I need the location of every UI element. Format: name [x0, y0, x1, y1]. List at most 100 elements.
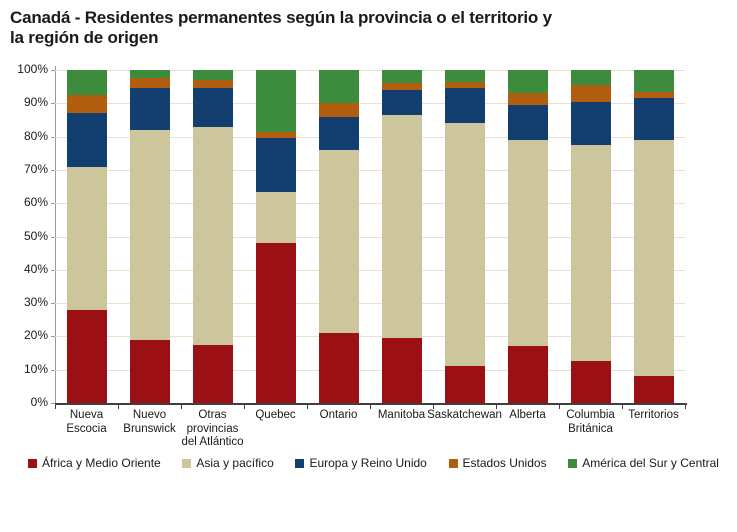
gridline — [55, 169, 685, 171]
bar-segment — [255, 70, 296, 132]
bar-segment — [255, 138, 296, 192]
bar-segment — [129, 88, 170, 130]
y-axis-tick-label: 60% — [23, 195, 48, 210]
x-axis-tick — [370, 405, 371, 409]
gridline — [55, 70, 685, 71]
bar-alberta — [507, 70, 548, 403]
gridline — [55, 203, 685, 205]
bar-manitoba — [381, 70, 422, 403]
x-axis-tick — [622, 405, 623, 409]
gridline — [55, 269, 685, 271]
x-axis-tick — [118, 405, 119, 409]
bar-segment — [66, 113, 107, 167]
bar-segment — [381, 114, 422, 339]
x-axis-category-label: Alberta — [509, 409, 546, 421]
legend-label: África y Medio Oriente — [42, 456, 161, 470]
y-axis-tick-label: 50% — [23, 228, 48, 243]
legend-swatch-icon — [568, 458, 578, 468]
bar-segment — [129, 70, 170, 79]
bar-segment — [255, 191, 296, 244]
bar-segment — [66, 309, 107, 403]
bar-columbia-britanica — [570, 70, 611, 403]
x-axis-tick — [496, 405, 497, 409]
bar-nuevo-brunswick — [129, 70, 170, 403]
bar-segment — [570, 361, 611, 403]
bar-segment — [507, 70, 548, 94]
bar-segment — [633, 98, 674, 140]
gridline — [55, 136, 685, 138]
bar-segment — [192, 126, 233, 345]
y-axis-tick — [51, 336, 55, 338]
x-axis-category-label: Ontario — [319, 409, 358, 421]
bar-segment — [381, 70, 422, 84]
y-axis-tick-label: 80% — [23, 128, 48, 143]
x-axis-tick — [559, 405, 560, 409]
bar-segment — [444, 366, 485, 403]
y-axis-tick-label: 10% — [23, 361, 48, 376]
bar-segment — [570, 70, 611, 86]
chart-legend: África y Medio Oriente Asia y pacífico Eur… — [28, 456, 719, 470]
gridline — [55, 369, 685, 371]
x-axis-line — [55, 403, 687, 405]
legend-item: Estados Unidos — [448, 456, 547, 470]
bar-segment — [633, 70, 674, 92]
bar-segment — [444, 88, 485, 124]
y-axis-line — [55, 66, 56, 404]
plot-area — [55, 70, 685, 403]
bar-segment — [570, 101, 611, 145]
bar-segment — [444, 123, 485, 367]
bar-segment — [570, 144, 611, 362]
bar-segment — [381, 83, 422, 90]
legend-label: Estados Unidos — [462, 456, 547, 470]
x-axis-tick — [181, 405, 182, 409]
bar-segment — [444, 81, 485, 89]
gridline — [55, 336, 685, 338]
y-axis-tick — [51, 303, 55, 305]
legend-item: Europa y Reino Unido — [295, 456, 427, 470]
y-axis-tick — [51, 369, 55, 371]
x-axis-tick — [685, 405, 686, 409]
y-axis-tick — [51, 169, 55, 171]
legend-label: Asia y pacífico — [196, 456, 274, 470]
chart-title-line2: la región de origen — [10, 28, 159, 47]
bar-segment — [633, 139, 674, 377]
bar-segment — [66, 95, 107, 114]
x-axis-tick — [55, 405, 56, 409]
legend-item: África y Medio Oriente — [28, 456, 161, 470]
y-axis-tick-label: 30% — [23, 295, 48, 310]
y-axis-tick — [51, 103, 55, 105]
bar-segment — [255, 131, 296, 139]
legend-swatch-icon — [28, 458, 37, 468]
bar-segment — [192, 344, 233, 403]
y-axis-tick — [51, 136, 55, 138]
legend-swatch-icon — [182, 458, 192, 468]
y-axis-tick — [51, 403, 55, 404]
bar-quebec — [255, 70, 296, 403]
bar-segment — [318, 116, 359, 150]
bar-segment — [129, 129, 170, 340]
gridline — [55, 236, 685, 238]
bar-segment — [381, 338, 422, 403]
bar-segment — [381, 90, 422, 115]
legend-item: América del Sur y Central — [568, 456, 719, 470]
bar-segment — [507, 139, 548, 347]
legend-label: Europa y Reino Unido — [309, 456, 427, 470]
bar-segment — [633, 376, 674, 403]
gridline — [55, 303, 685, 305]
bar-segment — [318, 103, 359, 117]
bar-segment — [129, 78, 170, 89]
bar-segment — [570, 85, 611, 102]
bar-otras-provincias-del-atlantico — [192, 70, 233, 403]
bar-nueva-escocia — [66, 70, 107, 403]
chart-title: Canadá - Residentes permanentes según la… — [10, 8, 552, 48]
x-axis-category-label: Quebec — [255, 409, 296, 421]
bar-segment — [66, 70, 107, 95]
bar-segment — [507, 93, 548, 105]
bar-ontario — [318, 70, 359, 403]
legend-item: Asia y pacífico — [182, 456, 274, 470]
bar-segment — [318, 149, 359, 334]
bar-segment — [318, 70, 359, 104]
x-axis-category-label: Columbia Británica — [566, 409, 615, 435]
bar-segment — [507, 104, 548, 140]
legend-swatch-icon — [295, 458, 305, 468]
